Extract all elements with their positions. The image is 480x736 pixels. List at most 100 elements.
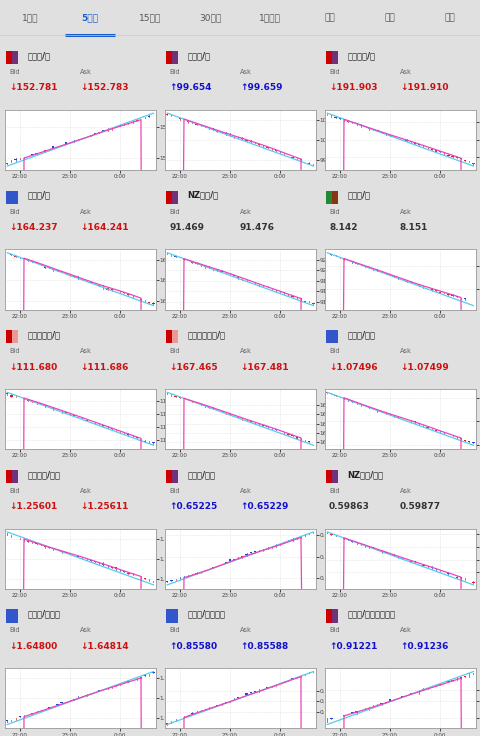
Bar bbox=[166, 191, 178, 204]
Bar bbox=[60, 551, 63, 552]
Text: カナダドル/円: カナダドル/円 bbox=[27, 330, 60, 339]
Bar bbox=[418, 423, 420, 424]
Text: ↓1.25611: ↓1.25611 bbox=[80, 502, 128, 512]
Bar bbox=[360, 405, 362, 406]
Text: 英ポンド/ドル: 英ポンド/ドル bbox=[27, 470, 60, 479]
Bar bbox=[12, 470, 18, 483]
Bar bbox=[422, 689, 424, 690]
Bar bbox=[300, 298, 302, 300]
Bar bbox=[6, 191, 18, 204]
Bar bbox=[166, 114, 168, 115]
Bar bbox=[418, 284, 420, 286]
Text: Bid: Bid bbox=[9, 628, 20, 634]
Bar bbox=[152, 442, 155, 443]
Bar bbox=[39, 544, 42, 545]
Bar bbox=[326, 330, 338, 344]
Bar bbox=[172, 609, 178, 623]
Bar bbox=[451, 156, 454, 157]
Text: 1時間足: 1時間足 bbox=[259, 14, 281, 23]
Text: 91.476: 91.476 bbox=[240, 223, 275, 232]
Text: 米ドル/スイスフラン: 米ドル/スイスフラン bbox=[348, 609, 396, 618]
Bar bbox=[60, 411, 63, 412]
Text: ↓1.64800: ↓1.64800 bbox=[9, 642, 57, 651]
Text: Bid: Bid bbox=[9, 488, 20, 494]
Bar bbox=[372, 547, 374, 548]
Text: 英ポンド/円: 英ポンド/円 bbox=[348, 51, 375, 60]
Bar bbox=[10, 394, 12, 397]
Bar bbox=[212, 128, 215, 130]
Text: ↓164.241: ↓164.241 bbox=[80, 223, 129, 232]
Bar bbox=[384, 702, 387, 703]
Text: Ask: Ask bbox=[240, 488, 252, 494]
Bar bbox=[376, 130, 379, 131]
Bar bbox=[172, 51, 178, 64]
Bar bbox=[464, 298, 466, 300]
Bar bbox=[460, 677, 462, 679]
Text: Ask: Ask bbox=[400, 209, 412, 215]
Text: ↓164.237: ↓164.237 bbox=[9, 223, 58, 232]
Bar bbox=[414, 421, 416, 422]
Bar bbox=[245, 693, 248, 695]
Bar bbox=[208, 407, 210, 408]
Text: ↓152.783: ↓152.783 bbox=[80, 83, 129, 93]
Bar bbox=[6, 51, 18, 64]
Bar bbox=[332, 51, 338, 64]
Text: ↓1.07496: ↓1.07496 bbox=[329, 363, 378, 372]
Text: Ask: Ask bbox=[80, 69, 92, 75]
Text: ↑0.65225: ↑0.65225 bbox=[169, 502, 217, 512]
Text: Ask: Ask bbox=[400, 488, 412, 494]
Text: Bid: Bid bbox=[169, 628, 180, 634]
Bar bbox=[368, 708, 370, 710]
Text: 5分足: 5分足 bbox=[82, 14, 98, 23]
Text: 豪ドル/ドル: 豪ドル/ドル bbox=[188, 470, 216, 479]
Text: ↓1.25601: ↓1.25601 bbox=[9, 502, 57, 512]
Text: スイスフラン/円: スイスフラン/円 bbox=[188, 330, 226, 339]
Bar bbox=[73, 276, 75, 277]
Bar bbox=[27, 541, 29, 542]
Text: ↑0.65229: ↑0.65229 bbox=[240, 502, 288, 512]
Text: Bid: Bid bbox=[329, 628, 340, 634]
Bar bbox=[332, 191, 338, 204]
Bar bbox=[431, 567, 433, 568]
Text: ↑0.85588: ↑0.85588 bbox=[240, 642, 288, 651]
Text: Bid: Bid bbox=[9, 69, 20, 75]
Bar bbox=[110, 289, 113, 290]
Bar bbox=[123, 433, 125, 434]
Bar bbox=[115, 567, 117, 569]
Bar bbox=[326, 470, 338, 483]
Bar bbox=[355, 712, 358, 713]
Bar bbox=[44, 150, 46, 152]
Text: ↓167.481: ↓167.481 bbox=[240, 363, 288, 372]
Bar bbox=[418, 691, 420, 693]
Text: Ask: Ask bbox=[80, 628, 92, 634]
Bar bbox=[60, 271, 63, 272]
Bar bbox=[468, 441, 470, 442]
Bar bbox=[90, 135, 92, 136]
Bar bbox=[170, 721, 173, 723]
Bar bbox=[330, 254, 333, 255]
Bar bbox=[187, 121, 189, 122]
Bar bbox=[110, 128, 113, 130]
Bar bbox=[119, 125, 121, 126]
Bar bbox=[241, 138, 244, 139]
Bar bbox=[144, 441, 146, 442]
Text: ユーロ/英ポンド: ユーロ/英ポンド bbox=[188, 609, 226, 618]
Text: Bid: Bid bbox=[169, 348, 180, 354]
Bar bbox=[6, 470, 18, 483]
Text: Ask: Ask bbox=[80, 209, 92, 215]
Text: Bid: Bid bbox=[329, 209, 340, 215]
Text: ↓191.903: ↓191.903 bbox=[329, 83, 378, 93]
Text: Bid: Bid bbox=[329, 348, 340, 354]
Text: ↑0.91236: ↑0.91236 bbox=[400, 642, 448, 651]
Text: ↑0.91221: ↑0.91221 bbox=[329, 642, 377, 651]
Text: Ask: Ask bbox=[400, 69, 412, 75]
Bar bbox=[300, 676, 302, 677]
Bar bbox=[6, 609, 18, 623]
Text: ↓111.680: ↓111.680 bbox=[9, 363, 57, 372]
Bar bbox=[368, 407, 370, 408]
Bar bbox=[60, 702, 63, 704]
Bar bbox=[439, 291, 441, 293]
Bar bbox=[12, 191, 18, 204]
Bar bbox=[52, 146, 54, 148]
Bar bbox=[216, 131, 218, 132]
